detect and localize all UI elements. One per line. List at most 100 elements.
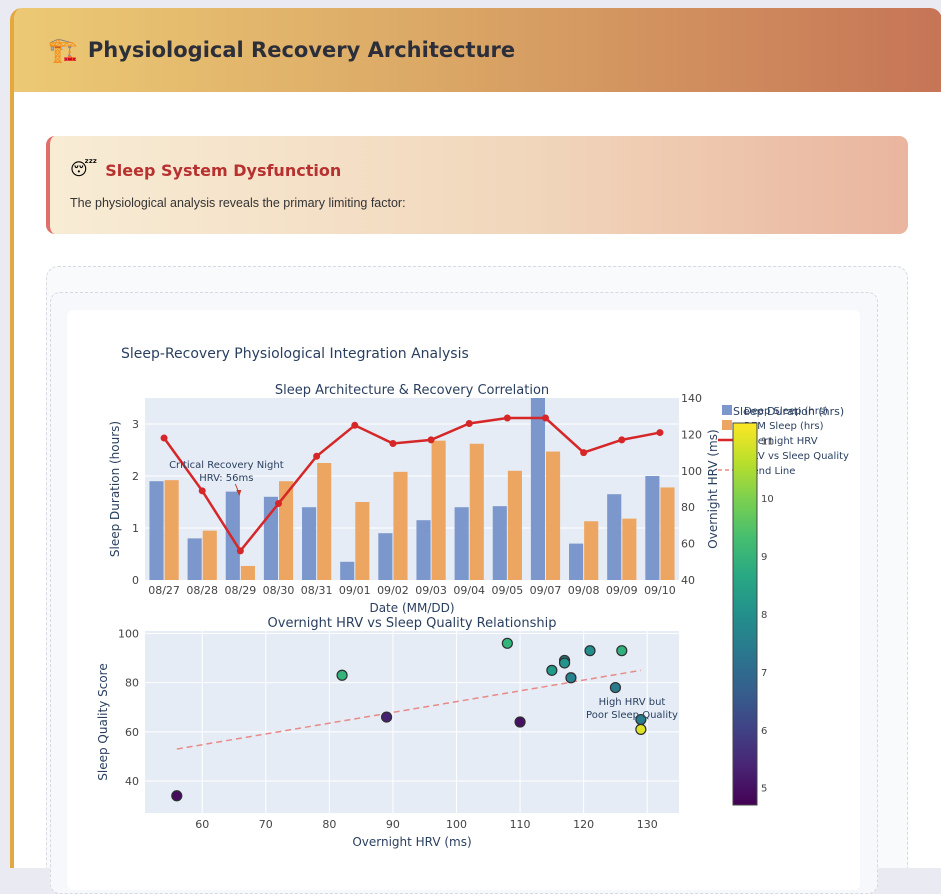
rem-sleep-bar — [507, 470, 522, 580]
hrv-point — [198, 487, 206, 495]
scatter-point — [546, 664, 558, 676]
top-plot-area — [145, 398, 679, 580]
legend-label: REM Sleep (hrs) — [744, 421, 824, 432]
top-subplot-title: Sleep Architecture & Recovery Correlatio… — [275, 383, 549, 398]
colorbar-tick-label: 7 — [761, 668, 767, 679]
bottom-x-axis-label: Overnight HRV (ms) — [352, 835, 471, 849]
hrv-point — [656, 429, 664, 437]
top-annotation-line2: HRV: 56ms — [199, 473, 253, 484]
top-y2-tick-label: 40 — [681, 574, 695, 587]
top-x-tick-label: 08/30 — [263, 584, 295, 597]
top-x-tick-label: 09/02 — [377, 584, 409, 597]
colorbar-tick-label: 8 — [761, 610, 767, 621]
colorbar-title: Sleep Duration (hrs) — [733, 405, 844, 418]
rem-sleep-bar — [355, 502, 370, 580]
top-y-tick-label: 3 — [132, 418, 139, 431]
scatter-point — [336, 669, 348, 681]
alert-title-row: 😴 Sleep System Dysfunction — [70, 160, 341, 180]
top-y2-tick-label: 80 — [681, 501, 695, 514]
colorbar-tick-label: 11 — [761, 436, 774, 447]
rem-sleep-bar — [164, 480, 179, 580]
top-x-tick-label: 09/09 — [606, 584, 638, 597]
rem-sleep-bar — [279, 481, 294, 580]
top-x-tick-label: 08/28 — [186, 584, 218, 597]
scatter-point — [584, 645, 596, 657]
top-y2-tick-label: 60 — [681, 538, 695, 551]
bottom-plot-area — [145, 631, 679, 813]
colorbar-tick-label: 10 — [761, 494, 774, 505]
rem-sleep-bar — [546, 451, 561, 580]
colorbar-tick-label: 5 — [761, 784, 767, 795]
rem-sleep-bar — [622, 518, 637, 580]
deep-sleep-bar — [225, 491, 240, 580]
bottom-x-tick-label: 80 — [322, 818, 336, 831]
top-x-axis-label: Date (MM/DD) — [369, 601, 454, 615]
deep-sleep-bar — [263, 496, 278, 580]
hrv-point — [503, 414, 511, 422]
alert-title: Sleep System Dysfunction — [105, 160, 342, 180]
scatter-point — [558, 657, 571, 669]
colorbar-tick-label: 6 — [761, 726, 767, 737]
top-y-tick-label: 2 — [132, 470, 139, 483]
top-y-axis-label: Sleep Duration (hours) — [108, 421, 122, 557]
bottom-x-tick-label: 130 — [637, 818, 658, 831]
rem-sleep-bar — [660, 487, 675, 580]
rem-sleep-bar — [202, 530, 217, 580]
bottom-subplot-title: Overnight HRV vs Sleep Quality Relations… — [268, 616, 557, 631]
top-x-tick-label: 08/29 — [225, 584, 257, 597]
hrv-point — [160, 434, 168, 442]
legend-swatch-deep — [722, 405, 732, 415]
top-x-tick-label: 09/01 — [339, 584, 371, 597]
top-x-tick-label: 09/08 — [568, 584, 600, 597]
legend-swatch-rem — [722, 420, 732, 430]
rem-sleep-bar — [317, 463, 332, 580]
bottom-x-tick-label: 60 — [195, 818, 209, 831]
figure-title: Sleep-Recovery Physiological Integration… — [121, 346, 469, 362]
rem-sleep-bar — [469, 443, 484, 580]
page-header: 🏗️ Physiological Recovery Architecture — [14, 8, 941, 92]
top-x-tick-label: 09/04 — [453, 584, 485, 597]
hrv-point — [427, 436, 435, 444]
top-y2-axis-label: Overnight HRV (ms) — [706, 429, 720, 548]
crane-icon: 🏗️ — [48, 36, 78, 64]
legend-label: Deep Sleep (hrs) — [744, 406, 828, 417]
bottom-plot: 60 70 80 90 100 110 120 130 40 60 80 100 Overnight H… — [96, 616, 679, 849]
colorbar: 5 6 7 8 9 10 11 Sleep Duration (hrs) — [732, 405, 844, 806]
top-x-tick-label: 08/27 — [148, 584, 180, 597]
hrv-point — [313, 452, 321, 460]
bottom-annotation-line2: Poor Sleep Quality — [586, 710, 678, 721]
hrv-point — [465, 419, 473, 427]
hrv-point — [618, 436, 626, 444]
bottom-y-axis-label: Sleep Quality Score — [96, 663, 110, 780]
alert-box: 😴 Sleep System Dysfunction The physiolog… — [46, 136, 908, 234]
deep-sleep-bar — [607, 494, 622, 580]
scatter-point — [171, 790, 183, 802]
deep-sleep-bar — [149, 481, 164, 580]
deep-sleep-bar — [302, 507, 317, 580]
top-x-tick-label: 09/03 — [415, 584, 447, 597]
hrv-point — [236, 547, 244, 555]
hrv-point — [542, 414, 549, 422]
deep-sleep-bar — [416, 520, 431, 580]
top-plot: 0 1 2 3 40 60 80 100 120 140 08/27 08/28 08/29 08/30 0… — [108, 383, 720, 615]
colorbar-tick-label: 9 — [761, 552, 767, 563]
deep-sleep-bar — [187, 538, 202, 580]
scatter-point — [565, 672, 577, 684]
sleeping-face-icon: 😴 — [70, 160, 98, 180]
top-x-tick-label: 09/05 — [492, 584, 524, 597]
top-y2-tick-label: 100 — [681, 465, 702, 478]
hrv-point — [389, 440, 397, 447]
plot-card: Sleep-Recovery Physiological Integration… — [67, 310, 860, 890]
hrv-point — [275, 500, 282, 508]
colorbar-bar — [732, 422, 758, 806]
top-y-tick-label: 0 — [132, 574, 139, 587]
top-y2-tick-label: 120 — [681, 428, 702, 441]
bottom-y-tick-label: 80 — [125, 677, 139, 690]
alert-text: The physiological analysis reveals the p… — [70, 196, 406, 210]
top-x-tick-label: 08/31 — [301, 584, 333, 597]
deep-sleep-bar — [378, 533, 393, 580]
deep-sleep-bar — [569, 543, 584, 580]
rem-sleep-bar — [393, 471, 408, 580]
legend-label: Trend Line — [743, 466, 795, 477]
chart-svg: Sleep-Recovery Physiological Integration… — [96, 346, 849, 849]
